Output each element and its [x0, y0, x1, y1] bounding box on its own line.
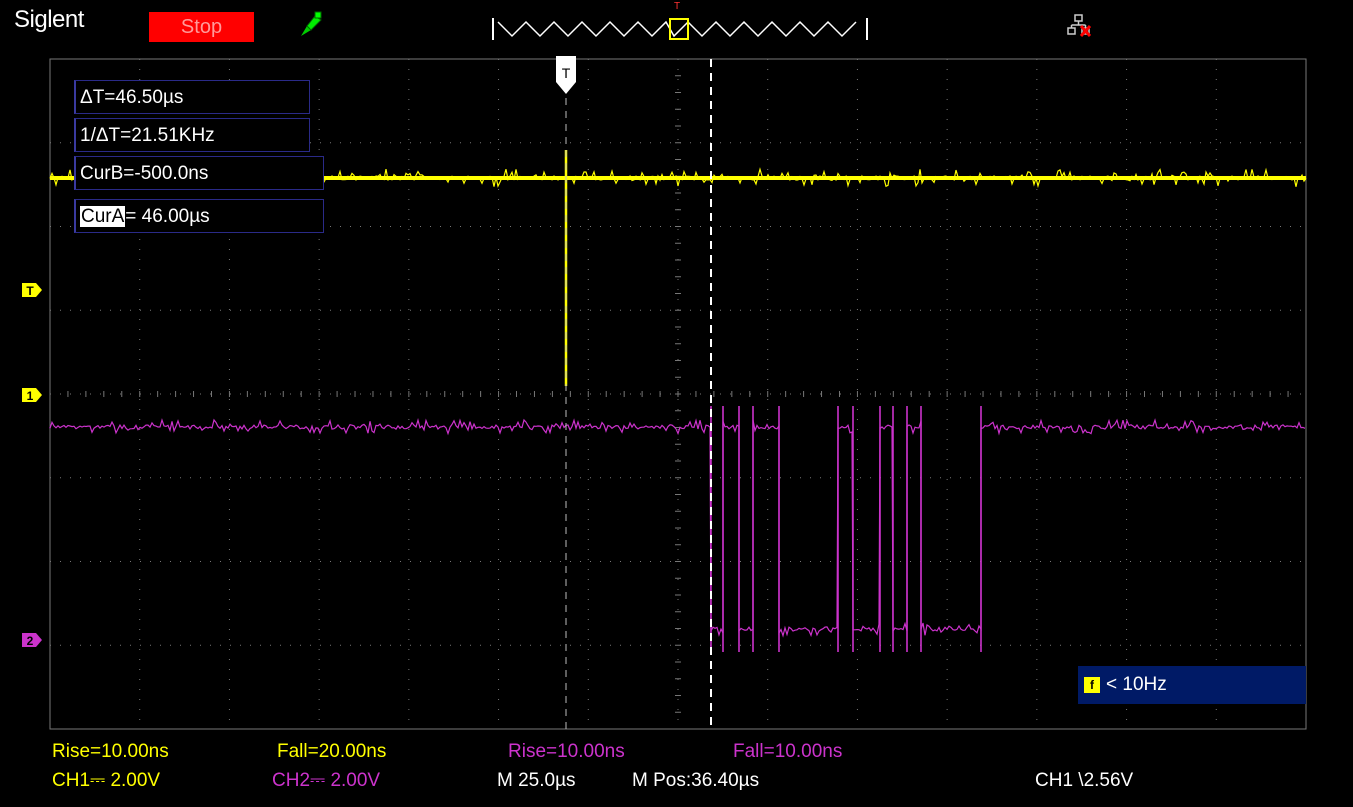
ch1-fall-measurement: Fall=20.00ns [277, 741, 387, 762]
inverse-delta-t-readout: 1/ΔT=21.51KHz [74, 118, 310, 152]
cursor-b-readout[interactable]: CurB=-500.0ns [74, 156, 324, 190]
trigger-level-marker[interactable]: T [22, 283, 42, 298]
cursor-a-readout[interactable]: CurA= 46.00µs [74, 199, 324, 233]
ch1-rise-measurement: Rise=10.00ns [52, 741, 169, 762]
ch1-trace-core [50, 176, 1306, 180]
run-stop-status[interactable]: Stop [149, 12, 254, 42]
ch2-fall-measurement: Fall=10.00ns [733, 741, 843, 762]
top-status-bar: Siglent Stop T [0, 0, 1353, 50]
ch1-vertical-scale[interactable]: CH1⎓ 2.00V [52, 770, 161, 791]
delta-t-readout: ΔT=46.50µs [74, 80, 310, 114]
waveform-display[interactable]: T T 1 2 [0, 50, 1353, 736]
trigger-level-marker-label: T [26, 284, 34, 298]
graticule [49, 58, 1307, 730]
frequency-counter: f < 10Hz [1078, 666, 1306, 704]
horizontal-time-scale[interactable]: M 25.0µs [497, 770, 576, 791]
probe-icon [301, 11, 322, 36]
network-disconnected-icon [1067, 14, 1092, 38]
ch2-rise-measurement: Rise=10.00ns [508, 741, 625, 762]
memory-overview-bar[interactable] [492, 16, 868, 42]
ch2-offset-marker[interactable]: 2 [22, 633, 42, 648]
ch2-waveform [49, 406, 1306, 652]
ch2-offset-marker-label: 2 [27, 634, 34, 648]
frequency-value: < 10Hz [1106, 674, 1167, 695]
ch1-offset-marker[interactable]: 1 [22, 388, 42, 403]
cursor-lines[interactable] [565, 59, 712, 729]
trigger-time-marker[interactable]: T [556, 56, 576, 94]
ch1-offset-marker-label: 1 [27, 389, 34, 403]
trigger-position-marker: T [674, 1, 681, 12]
trigger-status[interactable]: CH1 \2.56V [1035, 770, 1134, 791]
trigger-time-marker-label: T [562, 65, 571, 81]
cursor-a-value: = 46.00µs [125, 206, 210, 227]
brand-logo: Siglent [14, 6, 84, 33]
frequency-icon: f [1084, 676, 1100, 693]
ch2-trace-line [49, 417, 1306, 638]
horizontal-position[interactable]: M Pos:36.40µs [632, 770, 760, 791]
cursor-a-label: CurA [80, 206, 126, 227]
ch2-vertical-scale[interactable]: CH2⎓ 2.00V [272, 770, 381, 791]
